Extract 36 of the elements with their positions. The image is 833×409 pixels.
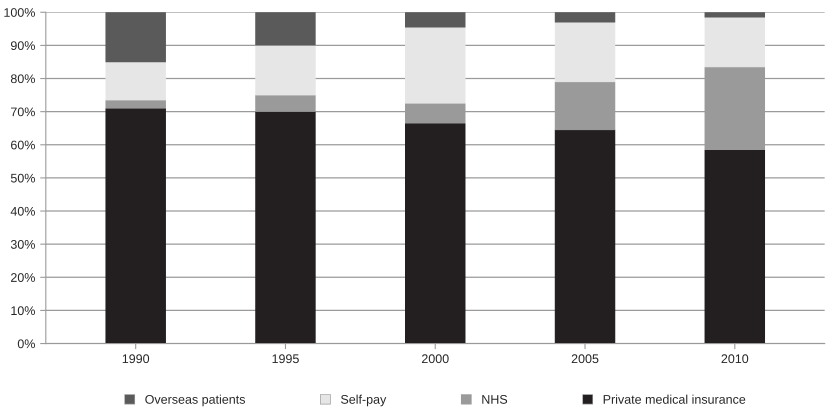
bar <box>255 12 316 46</box>
legend-label: Private medical insurance <box>604 394 746 404</box>
legend-label: NHS <box>482 394 508 404</box>
x-tick-label: 2005 <box>572 354 598 364</box>
x-tick-label: 1990 <box>122 354 150 364</box>
y-tick-label: 80% <box>10 74 35 84</box>
bar <box>105 100 166 109</box>
legend-label: Overseas patients <box>145 394 245 406</box>
bar <box>704 12 766 18</box>
bar <box>554 12 616 22</box>
bar <box>405 26 466 104</box>
bar <box>704 16 766 68</box>
bar <box>255 45 316 96</box>
bar <box>704 149 766 344</box>
bar <box>554 22 616 82</box>
y-tick-label: 20% <box>11 273 35 282</box>
y-tick-label: 30% <box>10 240 35 249</box>
y-tick-label: 70% <box>11 107 35 116</box>
y-tick-label: 50% <box>10 174 35 183</box>
y-tick-label: 90% <box>10 41 35 50</box>
x-tick-label: 2000 <box>422 354 449 364</box>
bar <box>554 130 616 344</box>
bar <box>255 111 316 344</box>
bar <box>405 12 466 28</box>
bar <box>105 108 166 344</box>
y-tick-label: 10% <box>11 306 35 316</box>
bar <box>105 62 166 100</box>
y-tick-label: 40% <box>10 206 35 216</box>
y-tick-label: 60% <box>11 140 35 150</box>
y-tick-label: 100% <box>4 8 35 17</box>
x-tick-label: 2010 <box>722 354 748 364</box>
bar <box>405 122 466 344</box>
y-tick-label: 0% <box>18 339 35 348</box>
x-tick-label: 1995 <box>272 354 299 364</box>
legend-label: Self-pay <box>341 394 386 406</box>
bar <box>105 12 166 62</box>
